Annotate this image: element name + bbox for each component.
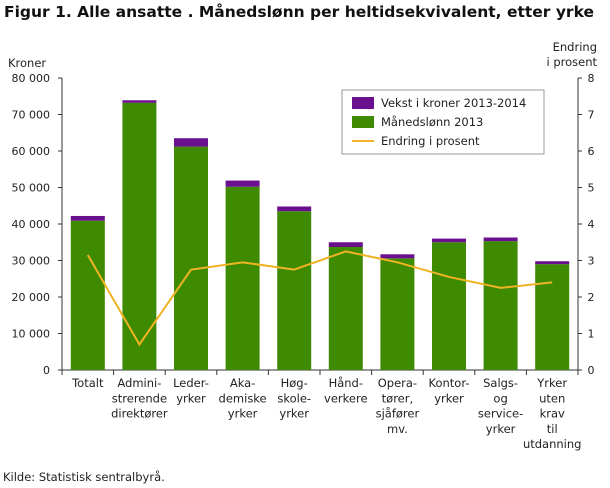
y-axis-label: Kroner bbox=[8, 56, 46, 70]
bar-manedslonn-2013 bbox=[122, 102, 157, 370]
y-tick-label: 10 000 bbox=[12, 328, 51, 341]
x-tick-label: Yrker uten krav til utdanning bbox=[523, 376, 582, 451]
bars bbox=[70, 100, 570, 370]
y-tick-label: 20 000 bbox=[12, 291, 51, 304]
bar-manedslonn-2013 bbox=[225, 186, 260, 370]
bar-vekst-i-kroner bbox=[328, 242, 363, 247]
bar-vekst-i-kroner bbox=[225, 180, 260, 187]
y-tick-label: 80 000 bbox=[12, 72, 51, 85]
line-endring-i-prosent bbox=[86, 250, 553, 347]
x-tick-label: Totalt bbox=[71, 376, 104, 390]
bar-manedslonn-2013 bbox=[380, 258, 415, 370]
chart-title: Figur 1. Alle ansatte . Månedslønn per h… bbox=[4, 3, 594, 21]
bar-manedslonn-2013 bbox=[535, 264, 570, 370]
bar-vekst-i-kroner bbox=[380, 254, 415, 259]
x-tick-label: Kontor-yrker bbox=[429, 376, 470, 405]
y-tick-label: 0 bbox=[43, 364, 50, 377]
y-tick-label: 50 000 bbox=[12, 182, 51, 195]
bar-vekst-i-kroner bbox=[483, 237, 518, 242]
bar-vekst-i-kroner bbox=[174, 138, 208, 147]
y2-tick-label: 4 bbox=[588, 218, 595, 231]
y-tick-label: 30 000 bbox=[12, 255, 51, 268]
bar-vekst-i-kroner bbox=[277, 206, 312, 212]
y2-tick-label: 2 bbox=[588, 291, 595, 304]
y2-axis-label: i prosent bbox=[546, 55, 597, 69]
x-tick-label: Opera-tører, sjåfører mv. bbox=[376, 376, 420, 436]
bar-manedslonn-2013 bbox=[174, 146, 208, 370]
bar-vekst-i-kroner bbox=[535, 261, 570, 265]
bar-manedslonn-2013 bbox=[328, 246, 363, 370]
x-tick-label: Leder-yrker bbox=[173, 376, 209, 405]
y2-tick-label: 7 bbox=[588, 109, 595, 122]
x-tick-label: Aka-demiske yrker bbox=[219, 376, 267, 421]
bar-vekst-i-kroner bbox=[122, 100, 157, 103]
legend-label: Endring i prosent bbox=[381, 134, 480, 148]
bar-manedslonn-2013 bbox=[70, 220, 105, 370]
y2-tick-label: 0 bbox=[588, 364, 595, 377]
bar-manedslonn-2013 bbox=[483, 241, 518, 370]
y2-tick-label: 8 bbox=[588, 72, 595, 85]
bar-manedslonn-2013 bbox=[277, 211, 312, 370]
line-series bbox=[86, 250, 553, 347]
y2-tick-label: 3 bbox=[588, 255, 595, 268]
x-tick-label: Salgs-og service-yrker bbox=[478, 376, 523, 436]
y2-tick-label: 6 bbox=[588, 145, 595, 158]
bar-vekst-i-kroner bbox=[432, 238, 466, 243]
y2-tick-label: 5 bbox=[588, 182, 595, 195]
legend-swatch bbox=[352, 97, 374, 109]
x-tick-label: Hånd-verkere bbox=[324, 376, 367, 405]
bar-vekst-i-kroner bbox=[70, 215, 105, 221]
legend-label: Månedslønn 2013 bbox=[381, 115, 483, 129]
y2-tick-label: 1 bbox=[588, 328, 595, 341]
y-tick-label: 60 000 bbox=[12, 145, 51, 158]
legend-box bbox=[341, 89, 545, 155]
legend-swatch bbox=[352, 116, 374, 128]
source-note: Kilde: Statistisk sentralbyrå. bbox=[3, 470, 165, 484]
x-tick-label: Høg-skole-yrker bbox=[277, 376, 311, 421]
y-tick-label: 40 000 bbox=[12, 218, 51, 231]
legend-label: Vekst i kroner 2013-2014 bbox=[381, 96, 526, 110]
x-tick-label: Admini-strerende direktører bbox=[111, 376, 168, 421]
y-tick-label: 70 000 bbox=[12, 109, 51, 122]
legend: Vekst i kroner 2013-2014 Månedslønn 2013 E… bbox=[341, 89, 545, 155]
bar-manedslonn-2013 bbox=[432, 242, 466, 370]
y2-axis-label: Endring bbox=[553, 40, 597, 54]
